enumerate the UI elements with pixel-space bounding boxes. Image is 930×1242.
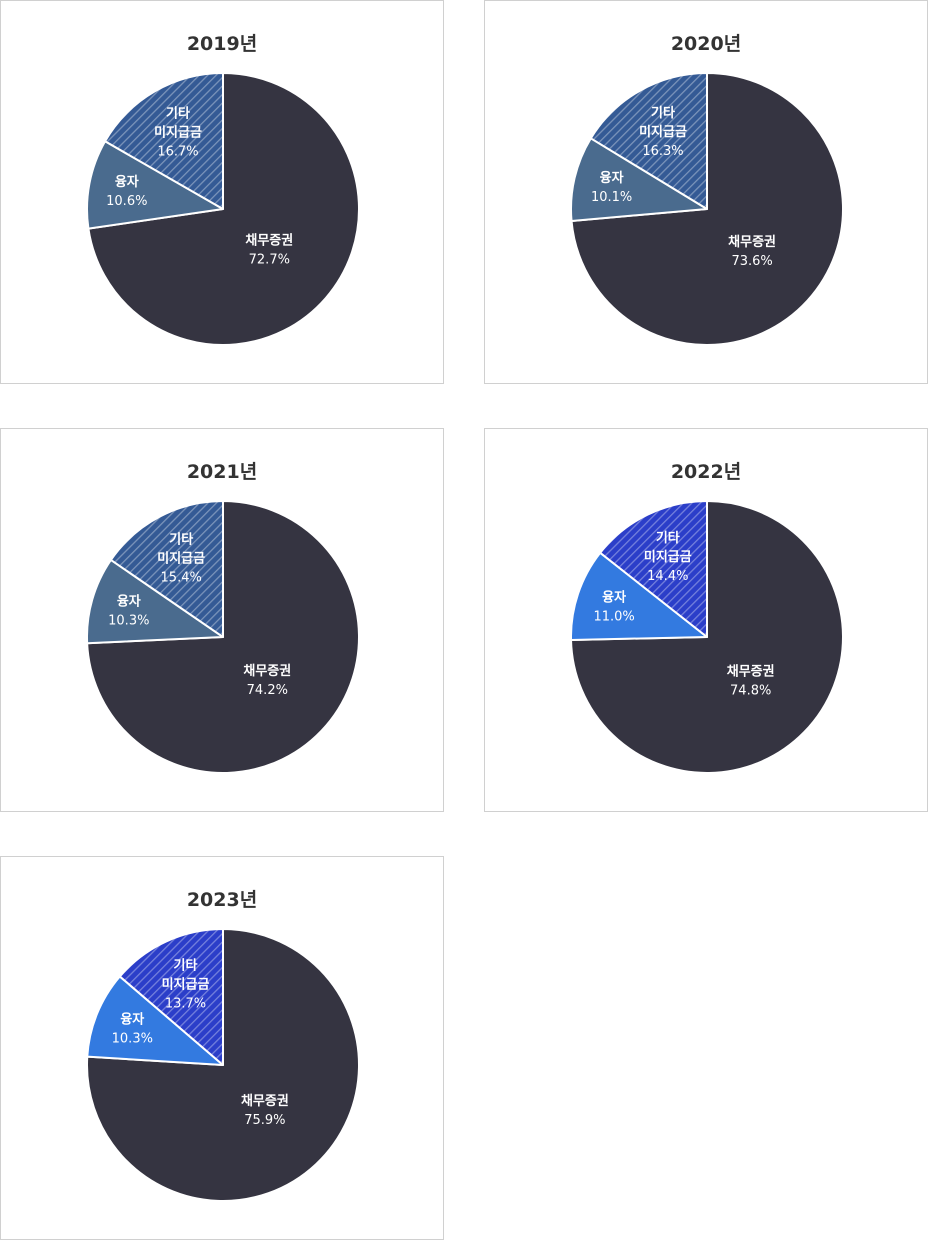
chart-title: 2020년 [670, 33, 742, 55]
slice-label: 미지급금 [644, 549, 692, 565]
pie-slice [589, 72, 708, 210]
slice-label: 융자 [117, 594, 141, 610]
slice-label: 기타 [166, 105, 190, 121]
pie-slice [86, 558, 224, 645]
slice-label: 융자 [602, 589, 626, 605]
slice-value-label: 10.1% [591, 190, 632, 205]
slice-label: 미지급금 [639, 124, 687, 140]
slice-label: 융자 [600, 170, 624, 186]
slice-value-label: 75.9% [244, 1113, 285, 1128]
pie-slice [118, 928, 224, 1066]
slice-label: 채무증권 [728, 235, 776, 250]
slice-label: 기타 [174, 957, 198, 973]
slice-label: 채무증권 [243, 664, 291, 679]
slice-label: 채무증권 [245, 234, 293, 249]
slice-label: 융자 [115, 174, 139, 190]
chart-title: 2019년 [186, 33, 258, 55]
slice-value-label: 10.3% [108, 614, 149, 629]
pie-slice [104, 72, 224, 210]
slice-label: 채무증권 [241, 1094, 289, 1109]
slice-value-label: 16.3% [642, 144, 683, 159]
slice-value-label: 11.0% [593, 609, 634, 624]
chart-title: 2022년 [670, 461, 742, 483]
slice-value-label: 16.7% [157, 144, 198, 159]
slice-value-label: 14.4% [647, 569, 688, 584]
slice-label: 기타 [169, 532, 193, 548]
slice-label: 기타 [651, 105, 675, 121]
pie-slice [86, 140, 224, 230]
slice-value-label: 72.7% [249, 253, 290, 268]
slice-value-label: 15.4% [161, 571, 202, 586]
slice-value-label: 73.6% [731, 254, 772, 269]
slice-label: 미지급금 [154, 124, 202, 140]
chart-title: 2021년 [186, 461, 258, 483]
slice-value-label: 10.6% [106, 194, 147, 209]
slice-label: 미지급금 [162, 976, 210, 992]
chart-title: 2023년 [186, 889, 258, 911]
pie-slice [109, 500, 224, 638]
slice-label: 기타 [656, 530, 680, 546]
slice-value-label: 10.3% [112, 1032, 153, 1047]
pie-slice [570, 551, 708, 641]
pie-slice [570, 137, 708, 222]
slice-value-label: 74.2% [247, 683, 288, 698]
slice-value-label: 13.7% [165, 996, 206, 1011]
slice-label: 미지급금 [157, 551, 205, 567]
pie-slice [599, 500, 708, 638]
slice-label: 융자 [120, 1012, 144, 1028]
pie-slice [86, 975, 224, 1066]
slice-value-label: 74.8% [730, 683, 771, 698]
slice-label: 채무증권 [727, 664, 775, 679]
